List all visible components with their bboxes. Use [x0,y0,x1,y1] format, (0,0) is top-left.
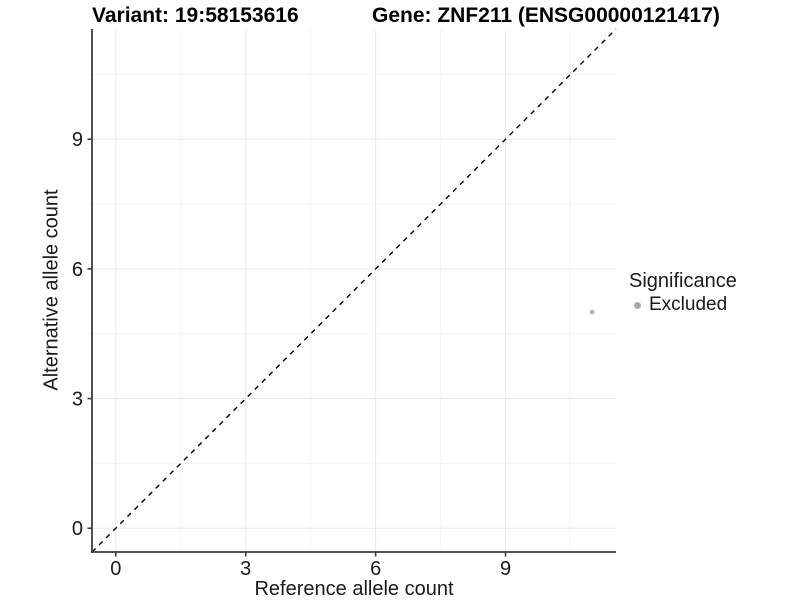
plot-title-variant: Variant: 19:58153616 [92,4,299,27]
legend: Significance Excluded [629,270,737,316]
y-tick-label: 6 [72,259,83,281]
legend-item-excluded: Excluded [629,294,737,316]
x-tick-label: 0 [110,558,121,580]
y-tick-label: 9 [72,129,83,151]
x-axis-title: Reference allele count [254,578,454,600]
x-tick-label: 6 [370,558,381,580]
x-tick-label: 3 [240,558,251,580]
legend-title: Significance [629,270,737,292]
y-tick-label: 0 [72,518,83,540]
identity-line [91,28,617,553]
data-point [589,309,595,315]
x-tick-label: 9 [500,558,511,580]
legend-point-icon [634,301,641,309]
plot-title-gene: Gene: ZNF211 (ENSG00000121417) [372,4,720,27]
y-axis-title: Alternative allele count [40,189,63,391]
y-tick-label: 3 [72,389,83,411]
legend-item-label: Excluded [649,294,728,315]
